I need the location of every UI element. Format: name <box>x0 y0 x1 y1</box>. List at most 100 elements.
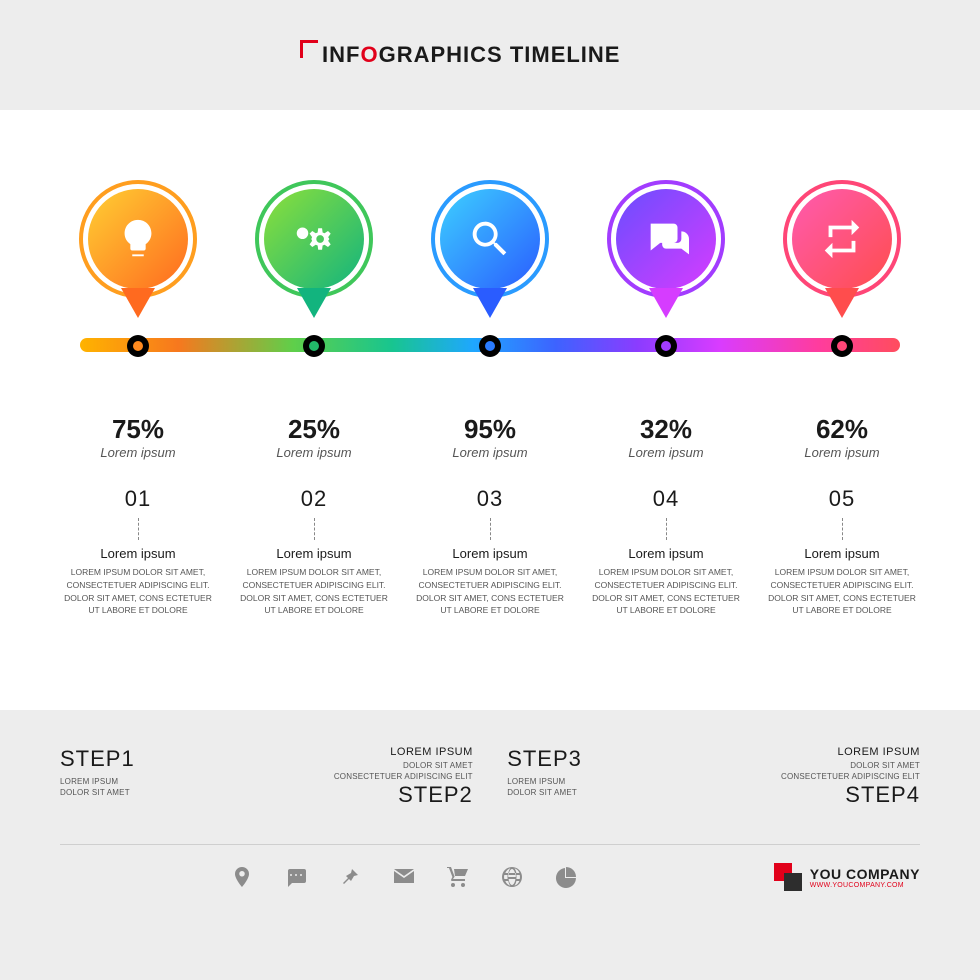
step-number: 04 <box>586 486 746 512</box>
header: INFOGRAPHICS TIMELINE <box>0 0 980 110</box>
step-number: 02 <box>234 486 394 512</box>
repeat-icon <box>819 216 865 262</box>
connector-line <box>490 518 491 540</box>
step-name: STEP1 <box>60 746 249 772</box>
brand-name: YOU <box>810 866 842 882</box>
percent-value: 95% <box>402 414 578 445</box>
brand-url: WWW.YOUCOMPANY.COM <box>810 882 920 889</box>
title-prefix: INF <box>322 42 360 67</box>
stat-2: 25%Lorem ipsum <box>226 414 402 460</box>
step-sub: LOREM IPSUM <box>731 746 920 758</box>
timeline-dot <box>303 335 325 357</box>
cart-icon <box>446 865 470 889</box>
step-number: 01 <box>58 486 218 512</box>
pie-icon <box>554 865 578 889</box>
step-col-4: LOREM IPSUMDOLOR SIT AMETCONSECTETUER AD… <box>731 746 920 812</box>
brand-sub: COMPANY <box>846 866 920 882</box>
pin-inner <box>440 189 540 289</box>
pin-inner <box>616 189 716 289</box>
timeline-node-4 <box>578 180 754 380</box>
brand-text: YOU COMPANY WWW.YOUCOMPANY.COM <box>810 866 920 889</box>
pin-inner <box>88 189 188 289</box>
step-number: 03 <box>410 486 570 512</box>
detail-body: LOREM IPSUM DOLOR SIT AMET, CONSECTETUER… <box>58 566 218 617</box>
pin-tail <box>825 288 859 318</box>
globe-icon <box>500 865 524 889</box>
timeline-node-5 <box>754 180 930 380</box>
pin-icon <box>230 865 254 889</box>
detail-1: 01 Lorem ipsum LOREM IPSUM DOLOR SIT AMET,… <box>50 486 226 617</box>
percent-value: 75% <box>50 414 226 445</box>
detail-title: Lorem ipsum <box>586 546 746 561</box>
percent-value: 32% <box>578 414 754 445</box>
step-desc: LOREM IPSUMDOLOR SIT AMET <box>507 776 696 798</box>
step-number: 05 <box>762 486 922 512</box>
stat-5: 62%Lorem ipsum <box>754 414 930 460</box>
step-sub: LOREM IPSUM <box>284 746 473 758</box>
connector-line <box>314 518 315 540</box>
connector-line <box>842 518 843 540</box>
main-panel: 75%Lorem ipsum25%Lorem ipsum95%Lorem ips… <box>0 110 980 710</box>
step-desc: DOLOR SIT AMETCONSECTETUER ADIPISCING EL… <box>284 760 473 782</box>
step-name: STEP4 <box>731 782 920 808</box>
timeline-node-3 <box>402 180 578 380</box>
pin-inner <box>792 189 892 289</box>
search-icon <box>467 216 513 262</box>
detail-title: Lorem ipsum <box>410 546 570 561</box>
detail-body: LOREM IPSUM DOLOR SIT AMET, CONSECTETUER… <box>234 566 394 617</box>
timeline-row <box>50 180 930 380</box>
percent-label: Lorem ipsum <box>578 445 754 460</box>
footer: STEP1 LOREM IPSUMDOLOR SIT AMET LOREM IPSU… <box>0 710 980 980</box>
detail-title: Lorem ipsum <box>762 546 922 561</box>
brand-logo <box>774 863 802 891</box>
chat-icon <box>643 216 689 262</box>
pushpin-icon <box>338 865 362 889</box>
timeline-dot <box>831 335 853 357</box>
detail-5: 05 Lorem ipsum LOREM IPSUM DOLOR SIT AMET,… <box>754 486 930 617</box>
title-accent: O <box>360 42 378 67</box>
detail-body: LOREM IPSUM DOLOR SIT AMET, CONSECTETUER… <box>410 566 570 617</box>
percent-value: 25% <box>226 414 402 445</box>
page-title: INFOGRAPHICS TIMELINE <box>322 42 620 68</box>
step-desc: LOREM IPSUMDOLOR SIT AMET <box>60 776 249 798</box>
step-name: STEP3 <box>507 746 696 772</box>
timeline-dot <box>479 335 501 357</box>
detail-body: LOREM IPSUM DOLOR SIT AMET, CONSECTETUER… <box>586 566 746 617</box>
timeline-node-2 <box>226 180 402 380</box>
bulb-icon <box>115 216 161 262</box>
title-suffix: GRAPHICS TIMELINE <box>379 42 621 67</box>
connector-line <box>138 518 139 540</box>
stat-4: 32%Lorem ipsum <box>578 414 754 460</box>
stat-1: 75%Lorem ipsum <box>50 414 226 460</box>
msg-icon <box>284 865 308 889</box>
detail-title: Lorem ipsum <box>58 546 218 561</box>
detail-title: Lorem ipsum <box>234 546 394 561</box>
icon-strip <box>230 865 578 889</box>
timeline-node-1 <box>50 180 226 380</box>
detail-4: 04 Lorem ipsum LOREM IPSUM DOLOR SIT AMET,… <box>578 486 754 617</box>
percent-label: Lorem ipsum <box>50 445 226 460</box>
details-row: 01 Lorem ipsum LOREM IPSUM DOLOR SIT AMET,… <box>50 486 930 617</box>
stats-row: 75%Lorem ipsum25%Lorem ipsum95%Lorem ips… <box>50 414 930 460</box>
step-col-3: STEP3 LOREM IPSUMDOLOR SIT AMET <box>507 746 696 812</box>
detail-2: 02 Lorem ipsum LOREM IPSUM DOLOR SIT AMET,… <box>226 486 402 617</box>
pin <box>783 180 901 330</box>
detail-body: LOREM IPSUM DOLOR SIT AMET, CONSECTETUER… <box>762 566 922 617</box>
brand: YOU COMPANY WWW.YOUCOMPANY.COM <box>774 863 920 891</box>
footer-bottom: YOU COMPANY WWW.YOUCOMPANY.COM <box>60 863 920 891</box>
pin-tail <box>121 288 155 318</box>
steps-row: STEP1 LOREM IPSUMDOLOR SIT AMET LOREM IPSU… <box>60 746 920 812</box>
mail-icon <box>392 865 416 889</box>
stat-3: 95%Lorem ipsum <box>402 414 578 460</box>
pin-tail <box>297 288 331 318</box>
pin <box>255 180 373 330</box>
header-corner-mark <box>300 40 318 58</box>
percent-value: 62% <box>754 414 930 445</box>
pin <box>79 180 197 330</box>
step-name: STEP2 <box>284 782 473 808</box>
detail-3: 03 Lorem ipsum LOREM IPSUM DOLOR SIT AMET,… <box>402 486 578 617</box>
connector-line <box>666 518 667 540</box>
divider <box>60 844 920 845</box>
pin-inner <box>264 189 364 289</box>
timeline-dot <box>655 335 677 357</box>
